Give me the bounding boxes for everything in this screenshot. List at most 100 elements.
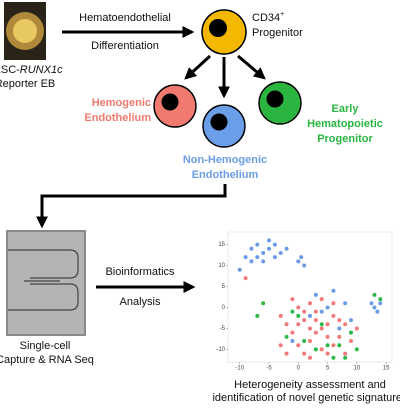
nucleus [266, 90, 284, 108]
point [278, 313, 283, 318]
eb-label-part: hESC- [0, 64, 20, 76]
point [255, 242, 260, 247]
cell-label: Endothelium [84, 112, 151, 124]
cell-label: Hemogenic [92, 97, 151, 109]
y-tick-label: 0 [222, 305, 226, 311]
point [272, 255, 277, 260]
point [302, 339, 307, 344]
point [308, 313, 312, 318]
point [267, 238, 271, 243]
cell-label: Progenitor [317, 133, 373, 145]
y-tick-label: 10 [218, 263, 225, 269]
point [319, 326, 324, 331]
point [308, 355, 312, 360]
point [290, 330, 295, 335]
point [313, 330, 318, 335]
step-label: Single-cell [20, 340, 71, 352]
point [331, 355, 336, 360]
cell-label: Early [332, 103, 360, 115]
x-tick-label: 0 [297, 366, 301, 372]
point [331, 288, 336, 293]
point [308, 326, 312, 331]
eb-label-italic: RUNX1c [20, 64, 63, 76]
cell-label: Hematopoietic [307, 118, 383, 130]
step-label: Hematoendothelial [79, 12, 171, 24]
point [313, 292, 318, 297]
point [302, 351, 307, 356]
point [319, 322, 324, 327]
point [284, 246, 289, 251]
point [299, 255, 304, 260]
point [261, 250, 266, 255]
chip-channels [8, 249, 79, 311]
arrow [36, 184, 227, 229]
plot-frame [227, 231, 393, 363]
point [284, 322, 289, 327]
point [337, 343, 342, 348]
point [372, 292, 377, 297]
point [255, 313, 260, 318]
arrow [184, 54, 212, 80]
point [290, 297, 295, 302]
point [272, 242, 277, 247]
nucleus [161, 93, 179, 111]
point [302, 263, 307, 268]
step-label: Analysis [120, 296, 161, 308]
eb-label: hESC-RUNX1c [0, 64, 63, 76]
point [290, 309, 295, 314]
point [354, 347, 359, 352]
point [325, 351, 330, 356]
point [278, 343, 283, 348]
point [308, 339, 312, 344]
point [267, 246, 271, 251]
point [331, 343, 336, 348]
point [343, 301, 348, 306]
y-tick-label: 15 [218, 242, 225, 248]
point [325, 334, 330, 339]
point [313, 318, 318, 323]
y-tick-label: -10 [216, 347, 225, 353]
point [296, 259, 301, 264]
x-tick-label: -5 [266, 366, 272, 372]
point [296, 343, 301, 348]
point [319, 297, 324, 302]
point [349, 318, 353, 323]
point [296, 322, 301, 327]
point [349, 339, 353, 344]
point [319, 347, 324, 352]
result-label: identification of novel genetic signatur… [212, 392, 400, 404]
step-label: Capture & RNA Seq [0, 354, 94, 366]
point [354, 326, 359, 331]
x-tick-label: 5 [326, 366, 330, 372]
eb-label: Reporter EB [0, 78, 55, 90]
chip-surface [8, 232, 84, 334]
point [278, 250, 283, 255]
cell-label: Non-Hemogenic [183, 154, 267, 166]
point [372, 305, 377, 310]
y-tick-label: 5 [222, 284, 226, 290]
point [331, 313, 336, 318]
point [290, 339, 295, 344]
point [319, 309, 324, 314]
point [243, 276, 248, 281]
point [296, 313, 301, 318]
cell-label-part: CD34 [252, 12, 280, 24]
point [302, 318, 307, 323]
point [284, 351, 289, 356]
cell-label: Endothelium [192, 169, 259, 181]
step-label: Bioinformatics [105, 266, 175, 278]
point [337, 318, 342, 323]
point [237, 267, 242, 272]
nucleus [210, 113, 228, 131]
point [255, 255, 260, 260]
y-tick-label: -5 [220, 326, 226, 332]
point [313, 309, 318, 314]
point [261, 301, 266, 306]
x-tick-label: 10 [354, 366, 361, 372]
point [284, 334, 289, 339]
point [343, 351, 348, 356]
point [302, 309, 307, 314]
point [378, 297, 383, 302]
